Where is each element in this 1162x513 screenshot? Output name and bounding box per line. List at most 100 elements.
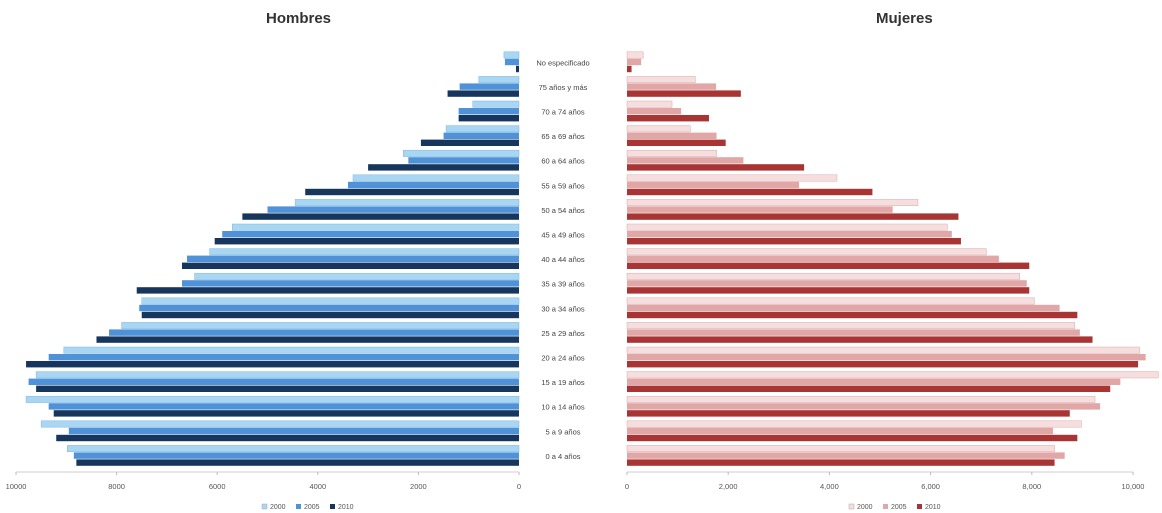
mujeres-bar [626, 445, 1055, 453]
mujeres-bar [626, 272, 1020, 280]
mujeres-bar [627, 213, 959, 220]
hombres-bar [515, 65, 519, 73]
mujeres-bar [627, 403, 1101, 410]
hombres-tick-label: 8000 [108, 482, 125, 491]
category-label: 60 a 64 años [541, 157, 585, 166]
hombres-bar [403, 149, 520, 157]
hombres-legend-label: 2005 [304, 504, 320, 511]
mujeres-bar [627, 139, 726, 146]
mujeres-tick-label: 8,000 [1022, 482, 1041, 491]
mujeres-bar [627, 452, 1065, 459]
mujeres-bar [627, 108, 682, 115]
mujeres-bar [626, 346, 1140, 354]
category-label: No especificado [536, 58, 589, 67]
mujeres-bar [626, 125, 691, 133]
mujeres-bar [627, 410, 1070, 417]
hombres-bar [478, 76, 520, 84]
hombres-legend-swatch [261, 503, 268, 510]
hombres-bar [48, 354, 519, 361]
hombres-bar [53, 410, 519, 417]
hombres-bar [141, 311, 519, 319]
category-label: 25 a 29 años [541, 329, 585, 338]
hombres-bar [35, 371, 520, 379]
hombres-bar [352, 174, 520, 182]
hombres-bar [458, 108, 519, 115]
hombres-bar [40, 420, 520, 428]
category-label: 20 a 24 años [541, 354, 585, 363]
hombres-bar [76, 459, 520, 466]
hombres-legend-label: 2000 [270, 504, 286, 511]
mujeres-legend-swatch [883, 504, 888, 509]
hombres-legend-label: 2010 [338, 504, 354, 511]
mujeres-tick-label: 10,000 [1122, 482, 1145, 491]
mujeres-bar [627, 336, 1093, 343]
hombres-bar [472, 100, 520, 108]
mujeres-bar [626, 297, 1035, 305]
mujeres-chart-title: Mujeres [876, 10, 933, 27]
hombres-bar [445, 125, 520, 133]
mujeres-bar [627, 83, 717, 90]
hombres-bar [294, 199, 520, 207]
hombres-bar [96, 336, 519, 343]
mujeres-tick-label: 4,000 [820, 482, 839, 491]
mujeres-bar [627, 90, 741, 97]
mujeres-bar [627, 58, 642, 66]
mujeres-bar [627, 231, 952, 238]
mujeres-bar [626, 199, 919, 207]
mujeres-legend-swatch [848, 503, 855, 510]
hombres-bar [121, 322, 520, 330]
mujeres-bar [627, 255, 999, 262]
hombres-bar [368, 164, 519, 171]
hombres-bar [187, 255, 519, 262]
hombres-bar [73, 452, 519, 459]
hombres-bar [222, 231, 520, 238]
mujeres-bar [626, 322, 1076, 330]
hombres-legend-swatch [330, 504, 335, 509]
category-label: 65 a 69 años [541, 132, 585, 141]
category-label: 15 a 19 años [541, 378, 585, 387]
mujeres-bar [627, 329, 1080, 336]
hombres-bar [181, 262, 520, 269]
mujeres-legend-label: 2000 [857, 504, 873, 511]
mujeres-legend-swatch [917, 504, 922, 509]
mujeres-bar [626, 174, 838, 182]
hombres-bar [139, 304, 520, 312]
mujeres-bar [626, 100, 673, 108]
hombres-bar [194, 272, 520, 280]
category-label: 10 a 14 años [541, 403, 585, 412]
mujeres-bar [627, 280, 1027, 287]
hombres-bar [26, 361, 520, 368]
hombres-bar [36, 385, 520, 392]
hombres-bar [447, 90, 519, 97]
mujeres-bar [626, 51, 644, 59]
category-label: 50 a 54 años [541, 206, 585, 215]
hombres-bar [109, 329, 520, 336]
hombres-tick-label: 0 [517, 482, 521, 491]
mujeres-bar [627, 132, 717, 139]
hombres-tick-label: 4000 [309, 482, 326, 491]
mujeres-bar [626, 371, 1159, 379]
mujeres-legend-label: 2005 [891, 504, 907, 511]
mujeres-bar [627, 164, 805, 171]
mujeres-bar [627, 459, 1055, 466]
category-label: 45 a 49 años [541, 231, 585, 240]
hombres-bar [209, 248, 520, 256]
category-label: 35 a 39 años [541, 280, 585, 289]
mujeres-bar [627, 115, 709, 122]
mujeres-bar [627, 311, 1078, 319]
mujeres-bar [627, 385, 1111, 392]
hombres-bar [181, 280, 520, 287]
mujeres-bar [627, 304, 1060, 312]
category-label: 75 años y más [539, 83, 588, 92]
hombres-bar [420, 139, 519, 146]
mujeres-bar [627, 287, 1030, 294]
mujeres-bar [627, 188, 873, 196]
hombres-bar [25, 395, 520, 403]
category-label: 40 a 44 años [541, 255, 585, 264]
hombres-tick-label: 10000 [6, 482, 27, 491]
mujeres-bar [626, 223, 948, 231]
hombres-bar [63, 346, 520, 354]
mujeres-bar [626, 76, 696, 84]
mujeres-bar [627, 361, 1139, 368]
